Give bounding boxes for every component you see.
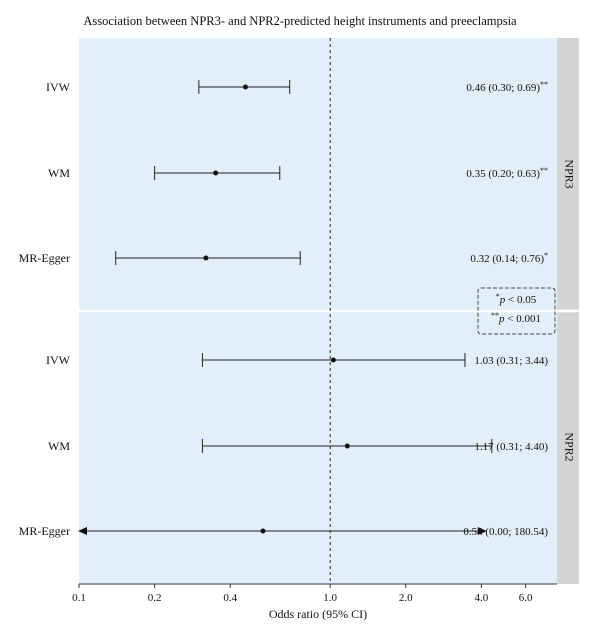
method-label: MR-Egger — [19, 524, 70, 538]
x-tick-label-0: 0.1 — [72, 592, 86, 604]
method-label: MR-Egger — [19, 251, 70, 265]
point-estimate — [242, 84, 248, 90]
x-tick-label-6: 6.0 — [519, 592, 533, 604]
row-NPR3-MR-Egger: MR-Egger 0.32 (0.14; 0.76)* — [19, 251, 548, 265]
estimate-label: 1.17 (0.31; 4.40) — [474, 441, 548, 453]
point-estimate — [203, 255, 209, 261]
x-tick-label-3: 1.0 — [323, 592, 337, 604]
chart-title: Association between NPR3- and NPR2-predi… — [83, 14, 517, 28]
legend-item-0: *p < 0.05 — [496, 292, 537, 306]
estimate-label: 0.46 (0.30; 0.69)** — [466, 80, 548, 94]
point-estimate — [330, 357, 336, 363]
method-label: IVW — [46, 80, 71, 94]
x-tick-label-2: 0.4 — [223, 592, 237, 604]
facet-strips: NPR3 NPR2 — [562, 159, 576, 461]
estimate-label: 1.03 (0.31; 3.44) — [474, 355, 548, 367]
x-axis-label: Odds ratio (95% CI) — [269, 607, 367, 621]
estimate-label: 0.54 (0.00; 180.54) — [463, 526, 548, 538]
row-NPR2-MR-Egger: MR-Egger 0.54 (0.00; 180.54) — [19, 524, 549, 538]
method-label: WM — [48, 439, 70, 453]
method-label: IVW — [46, 353, 71, 367]
estimate-label: 0.35 (0.20; 0.63)** — [466, 166, 548, 180]
point-estimate — [260, 528, 266, 534]
strip-label-NPR3: NPR3 — [562, 159, 576, 188]
row-NPR2-IVW: IVW 1.03 (0.31; 3.44) — [46, 353, 548, 367]
significance-legend: *p < 0.05 **p < 0.001 — [477, 287, 556, 335]
ci-arrow-right — [477, 527, 487, 535]
strip-label-NPR2: NPR2 — [562, 432, 576, 461]
x-axis-ticks: 0.1 0.2 0.4 1.0 2.0 4.0 6.0 — [72, 584, 533, 604]
point-estimate — [344, 443, 350, 449]
x-tick-label-5: 4.0 — [475, 592, 489, 604]
point-estimate — [213, 170, 219, 176]
legend-item-1: **p < 0.001 — [491, 311, 541, 325]
estimate-label: 0.32 (0.14; 0.76)* — [470, 251, 548, 265]
estimate-rows: IVW 0.46 (0.30; 0.69)** WM 0.35 (0.20; 0.63… — [19, 80, 549, 538]
ci-arrow-left — [78, 527, 87, 535]
row-NPR3-WM: WM 0.35 (0.20; 0.63)** — [48, 166, 548, 180]
x-tick-label-1: 0.2 — [148, 592, 162, 604]
row-NPR2-WM: WM 1.17 (0.31; 4.40) — [48, 439, 548, 453]
row-NPR3-IVW: IVW 0.46 (0.30; 0.69)** — [46, 80, 548, 94]
x-tick-label-4: 2.0 — [399, 592, 413, 604]
method-label: WM — [48, 166, 70, 180]
